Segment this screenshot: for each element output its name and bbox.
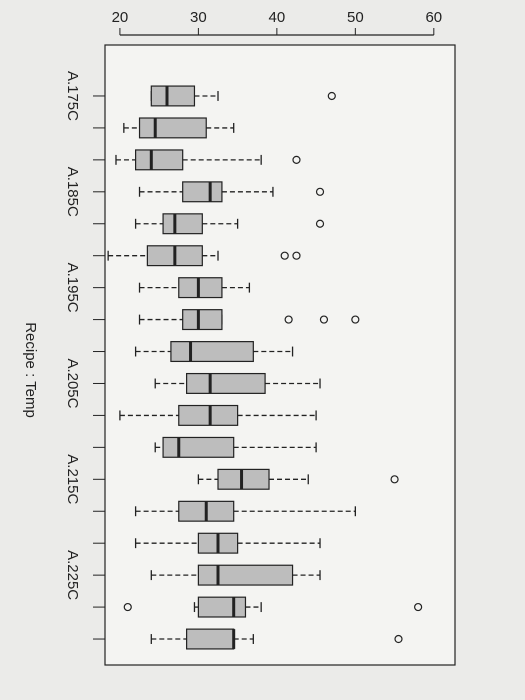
outlier — [394, 634, 403, 644]
box — [162, 436, 235, 458]
x-tick-label: 20 — [112, 9, 129, 26]
outlier — [292, 251, 301, 260]
box — [178, 404, 239, 426]
outlier — [414, 602, 423, 612]
category-label: A.175C — [64, 71, 81, 121]
category-label: A.205C — [64, 358, 81, 408]
outlier — [319, 315, 329, 324]
outlier — [351, 315, 360, 324]
x-tick-label: 30 — [190, 9, 207, 26]
box — [138, 117, 207, 139]
outlier — [284, 315, 293, 324]
category-label: A.195C — [64, 263, 81, 313]
outlier — [280, 251, 289, 260]
category-label: A.185C — [64, 167, 81, 217]
outlier — [315, 219, 325, 228]
x-axis-label: Recipe : Temp — [22, 322, 39, 418]
box — [170, 341, 254, 363]
box — [186, 372, 266, 394]
outlier — [327, 91, 336, 101]
box — [217, 468, 270, 490]
outlier — [390, 475, 399, 484]
box — [178, 277, 223, 299]
box — [135, 149, 184, 171]
x-tick-label: 40 — [269, 9, 286, 26]
box — [182, 181, 223, 203]
box — [182, 309, 223, 331]
box — [150, 85, 196, 107]
outlier — [123, 602, 132, 612]
plot-frame — [104, 44, 456, 666]
outlier — [315, 187, 325, 196]
box — [197, 596, 247, 618]
x-tick-label: 60 — [425, 9, 442, 26]
box — [162, 213, 203, 235]
outlier — [292, 155, 301, 164]
box — [186, 628, 235, 650]
box — [197, 564, 294, 586]
x-tick-label: 50 — [347, 9, 364, 26]
category-label: A.225C — [64, 550, 81, 600]
category-label: A.215C — [64, 454, 81, 504]
